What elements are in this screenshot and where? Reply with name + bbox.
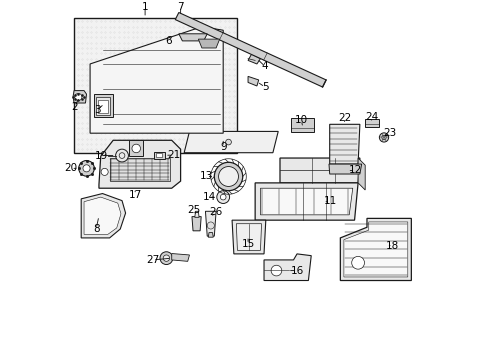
Polygon shape [329,124,359,164]
Circle shape [101,168,108,175]
Text: 10: 10 [294,115,307,125]
Polygon shape [198,39,219,48]
Circle shape [270,265,281,276]
Polygon shape [84,197,121,234]
Bar [156,153,162,157]
Circle shape [75,94,82,100]
Polygon shape [99,140,180,188]
Circle shape [216,191,229,203]
Text: 16: 16 [290,266,303,275]
Polygon shape [236,224,261,250]
Bar [365,119,379,127]
Circle shape [214,162,242,191]
Circle shape [83,165,90,172]
Polygon shape [343,222,407,277]
Polygon shape [260,188,352,215]
Text: 17: 17 [128,190,142,199]
Polygon shape [73,91,86,103]
Polygon shape [357,158,365,190]
Text: 23: 23 [383,128,396,138]
Circle shape [160,252,172,265]
Polygon shape [280,158,359,183]
Circle shape [79,161,94,176]
Text: 13: 13 [200,171,213,181]
Polygon shape [208,233,213,237]
Circle shape [218,167,238,186]
Text: 4: 4 [261,62,268,71]
Polygon shape [194,211,199,217]
Polygon shape [109,158,170,181]
Polygon shape [205,211,216,236]
Text: 24: 24 [364,112,377,122]
Text: 5: 5 [261,82,268,92]
Text: 7: 7 [177,2,183,12]
Polygon shape [175,13,325,87]
Bar [93,94,113,117]
Polygon shape [340,219,410,280]
Text: 9: 9 [220,142,226,152]
Text: 2: 2 [71,102,78,112]
Bar [154,152,164,159]
Text: 18: 18 [386,241,399,251]
Circle shape [381,135,386,140]
Text: 21: 21 [166,150,180,160]
Text: 1: 1 [142,2,148,12]
Polygon shape [264,254,310,280]
Text: 25: 25 [187,205,200,215]
Text: 26: 26 [208,207,222,217]
Polygon shape [90,27,223,133]
Polygon shape [184,131,278,153]
Text: 12: 12 [348,166,361,175]
Circle shape [115,149,128,162]
Bar [290,118,313,132]
Circle shape [163,255,169,261]
Polygon shape [247,76,258,86]
Text: 27: 27 [146,255,159,265]
Polygon shape [179,34,207,41]
Text: 14: 14 [202,192,215,202]
Circle shape [119,153,124,158]
Bar [98,100,108,113]
Circle shape [351,256,364,269]
Bar [74,18,237,153]
Text: 3: 3 [94,105,101,115]
Polygon shape [192,217,201,231]
Polygon shape [328,164,361,174]
Bar [96,97,110,115]
Polygon shape [129,140,143,156]
Text: 11: 11 [323,196,336,206]
Text: 8: 8 [93,224,99,234]
Polygon shape [255,183,357,220]
Circle shape [132,144,140,153]
Circle shape [379,133,388,142]
Circle shape [220,194,225,200]
Polygon shape [171,253,189,261]
Circle shape [207,222,214,229]
Polygon shape [232,220,265,254]
Text: 15: 15 [241,239,254,249]
Polygon shape [247,54,260,64]
Polygon shape [81,194,125,238]
Text: 19: 19 [95,150,108,161]
Circle shape [225,139,231,145]
Text: 20: 20 [64,163,78,173]
Text: 6: 6 [164,36,171,46]
Text: 22: 22 [337,113,350,123]
